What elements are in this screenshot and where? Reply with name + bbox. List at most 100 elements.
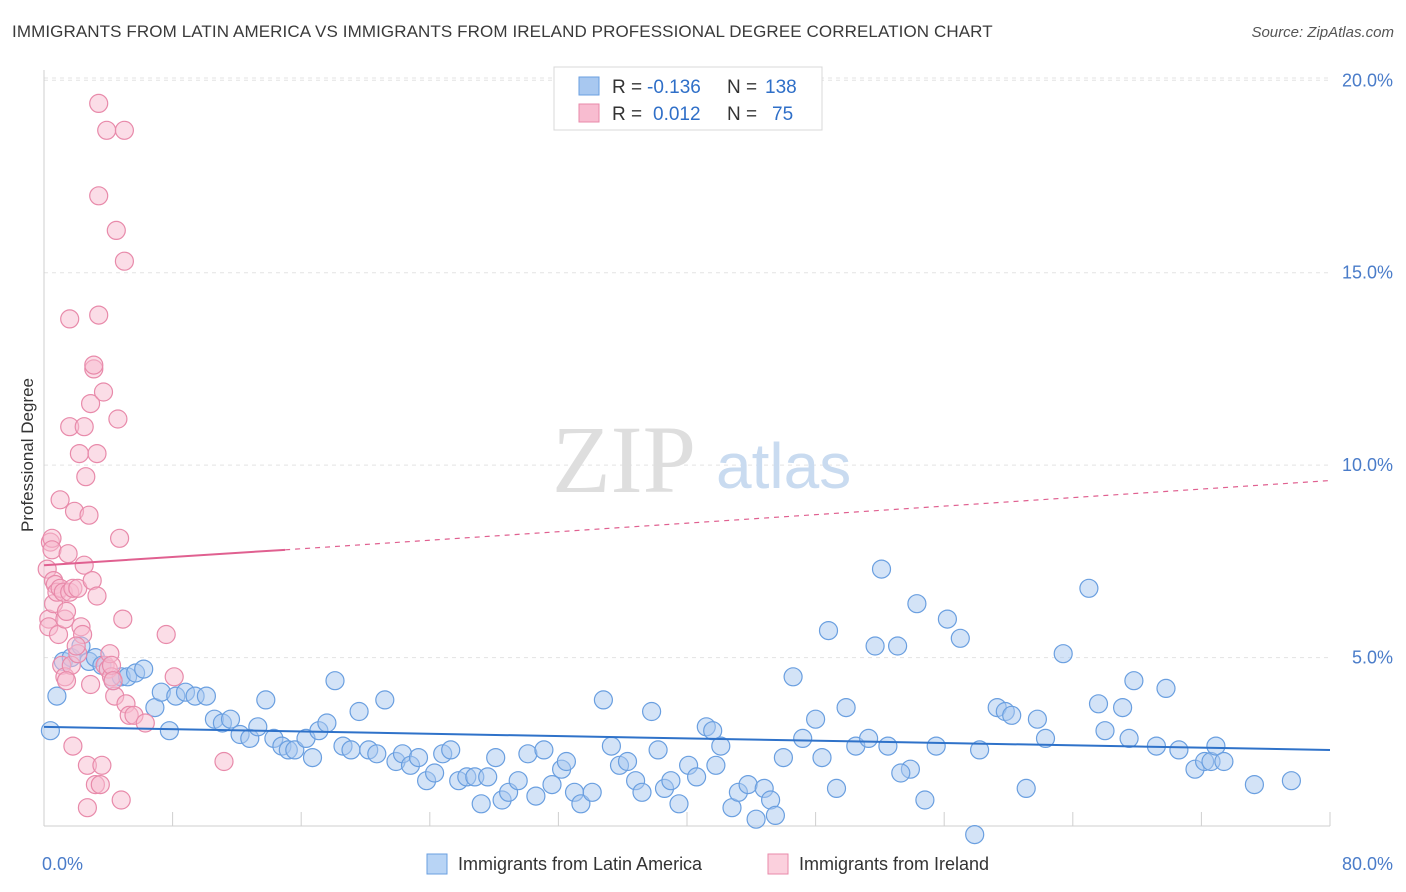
point-latin-america: [593, 690, 614, 710]
point-ireland: [214, 751, 234, 772]
point-ireland: [56, 601, 77, 622]
point-latin-america: [812, 747, 832, 768]
point-latin-america: [486, 747, 506, 768]
series-ireland: [37, 93, 234, 818]
point-latin-america: [1124, 671, 1144, 691]
point-latin-america: [1079, 578, 1099, 598]
point-ireland: [156, 624, 176, 645]
point-ireland: [63, 736, 83, 756]
point-ireland: [50, 490, 70, 510]
point-latin-america: [965, 824, 985, 845]
watermark: ZIP atlas: [552, 406, 851, 513]
point-ireland: [74, 555, 94, 575]
point-ireland: [89, 186, 109, 206]
point-ireland: [89, 93, 109, 114]
point-latin-america: [746, 809, 766, 829]
bottom-legend-label-latin-america: Immigrants from Latin America: [458, 854, 703, 874]
trend-line-ireland-dashed: [285, 479, 1331, 551]
point-latin-america: [367, 744, 387, 764]
point-latin-america: [805, 709, 826, 729]
bottom-legend-label-ireland: Immigrants from Ireland: [799, 854, 989, 874]
point-ireland: [87, 586, 107, 606]
y-tick-label: 20.0%: [1342, 70, 1393, 90]
point-latin-america: [1035, 728, 1056, 749]
point-latin-america: [661, 771, 681, 791]
watermark-zip: ZIP: [552, 406, 696, 513]
point-ireland: [106, 220, 126, 240]
stats-legend-r-label: R =: [612, 77, 642, 98]
stats-legend-swatch-ireland: [578, 103, 600, 123]
source-label: Source: ZipAtlas.com: [1251, 24, 1394, 41]
point-ireland: [79, 505, 99, 525]
point-latin-america: [302, 747, 323, 768]
point-latin-america: [865, 636, 885, 656]
bottom-legend-swatch-ireland: [767, 853, 789, 875]
stats-legend-n-label: N =: [727, 104, 757, 125]
stats-legend: R = -0.136 N = 138 R = 0.012 N = 75: [553, 66, 823, 131]
point-latin-america: [907, 594, 927, 614]
point-latin-america: [937, 609, 958, 629]
point-ireland: [92, 755, 112, 775]
point-latin-america: [534, 740, 554, 760]
point-latin-america: [1281, 771, 1302, 791]
point-latin-america: [317, 713, 337, 733]
stats-legend-r-label: R =: [612, 104, 642, 125]
point-ireland: [109, 528, 130, 548]
point-latin-america: [915, 790, 935, 810]
point-latin-america: [871, 559, 892, 579]
point-ireland: [90, 774, 110, 795]
point-ireland: [60, 309, 80, 329]
trend-lines: [43, 479, 1331, 751]
stats-legend-n-value: 75: [772, 104, 793, 125]
point-latin-america: [706, 755, 726, 775]
point-latin-america: [471, 794, 491, 814]
point-latin-america: [648, 740, 668, 760]
point-latin-america: [518, 744, 538, 764]
point-latin-america: [134, 659, 154, 679]
point-latin-america: [1156, 678, 1176, 699]
point-latin-america: [711, 736, 731, 756]
point-latin-america: [571, 794, 591, 814]
y-tick-label: 15.0%: [1342, 263, 1393, 283]
stats-legend-swatch-latin-america: [578, 76, 600, 96]
point-ireland: [56, 671, 77, 691]
point-latin-america: [1206, 736, 1226, 756]
series-latin-america: [40, 559, 1302, 845]
point-ireland: [103, 671, 123, 691]
point-latin-america: [641, 701, 662, 722]
point-latin-america: [220, 709, 241, 729]
point-ireland: [58, 544, 78, 564]
point-ireland: [66, 636, 86, 656]
point-ireland: [164, 667, 184, 687]
axes: [43, 70, 1331, 827]
y-tick-label: 5.0%: [1352, 648, 1393, 668]
point-latin-america: [1244, 774, 1265, 795]
point-latin-america: [969, 740, 990, 760]
stats-legend-n-value: 138: [765, 77, 797, 98]
point-latin-america: [632, 782, 652, 802]
point-latin-america: [441, 740, 461, 760]
point-latin-america: [878, 736, 898, 756]
trend-line-ireland-solid: [43, 548, 286, 567]
point-ireland: [87, 444, 107, 464]
point-latin-america: [508, 771, 528, 791]
point-latin-america: [285, 740, 305, 760]
bottom-legend-swatch-latin-america: [426, 853, 448, 875]
point-latin-america: [836, 697, 856, 718]
point-latin-america: [891, 763, 911, 783]
point-ireland: [97, 120, 117, 140]
point-latin-america: [765, 805, 786, 826]
point-latin-america: [1214, 751, 1234, 772]
y-axis-label: Professional Degree: [18, 378, 37, 532]
point-latin-america: [478, 767, 498, 787]
point-latin-america: [818, 620, 839, 641]
point-ireland: [114, 251, 135, 271]
point-latin-america: [349, 701, 369, 722]
x-tick-label: 0.0%: [42, 854, 83, 874]
point-latin-america: [40, 721, 61, 741]
point-ireland: [113, 609, 133, 629]
point-latin-america: [686, 767, 707, 787]
point-latin-america: [196, 686, 216, 706]
point-ireland: [84, 355, 104, 375]
